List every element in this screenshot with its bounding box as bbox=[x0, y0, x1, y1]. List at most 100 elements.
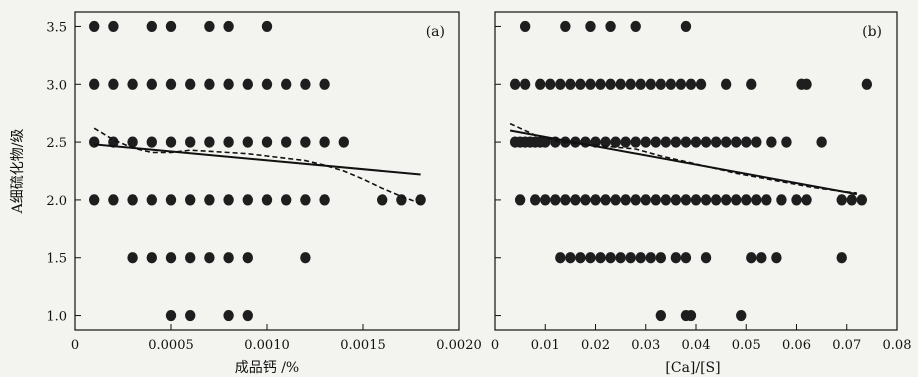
panel-b-point bbox=[665, 78, 677, 90]
panel-b-point bbox=[746, 252, 757, 264]
panel-b-point bbox=[585, 78, 596, 90]
panel-a-point bbox=[319, 78, 330, 90]
panel-a-point bbox=[242, 136, 253, 148]
panel-a-xlabel: 成品钙 /% bbox=[235, 360, 299, 376]
panel-b-point bbox=[670, 194, 682, 206]
panel-b-label: (b) bbox=[862, 24, 882, 40]
panel-b-point bbox=[580, 194, 591, 206]
panel-a-point bbox=[127, 78, 138, 90]
panel-a-point bbox=[89, 194, 100, 206]
panel-b-point bbox=[575, 78, 586, 90]
panel-b-point bbox=[746, 78, 757, 90]
panel-a-point bbox=[165, 194, 177, 206]
panel-a-point bbox=[146, 136, 157, 148]
panel-a-point bbox=[165, 20, 177, 33]
panel-a-label: (a) bbox=[426, 24, 445, 40]
panel-b-point bbox=[791, 194, 802, 206]
panel-b-point bbox=[550, 194, 561, 206]
panel-b-point bbox=[640, 136, 651, 148]
panel-a-point bbox=[108, 78, 119, 90]
panel-b-point bbox=[575, 252, 586, 264]
panel-b-point bbox=[836, 194, 847, 206]
panel-a-point bbox=[89, 78, 100, 90]
panel-a-point bbox=[223, 309, 234, 322]
panel-b-point bbox=[700, 194, 712, 206]
panel-b-point bbox=[600, 136, 611, 148]
panel-a-point bbox=[204, 78, 215, 90]
panel-b-trend-dashed bbox=[509, 122, 857, 194]
panel-a-point bbox=[338, 136, 349, 148]
panel-a-trend-dashed bbox=[93, 127, 421, 205]
panel-a-ylabel: A细硫化物/级 bbox=[10, 129, 26, 215]
panel-a-point bbox=[300, 78, 311, 90]
panel-a-point bbox=[261, 20, 273, 33]
panel-b-point bbox=[585, 20, 596, 33]
panel-b-point bbox=[720, 194, 732, 206]
panel-a-point bbox=[146, 20, 157, 33]
panel-a-point bbox=[185, 309, 196, 322]
panel-b-point bbox=[620, 136, 631, 148]
panel-b-point bbox=[600, 194, 611, 206]
panel-a-point bbox=[146, 252, 157, 264]
panel-b-point bbox=[605, 20, 616, 33]
panel-b-point bbox=[776, 194, 787, 206]
panel-b-point bbox=[514, 194, 526, 206]
panel-b-point bbox=[861, 78, 873, 90]
panel-a-point bbox=[165, 309, 177, 322]
panel-b-xtick-label: 0.07 bbox=[832, 338, 861, 353]
panel-b-point bbox=[856, 194, 868, 206]
panel-b-point bbox=[645, 78, 656, 90]
panel-b-xtick-label: 0.04 bbox=[682, 338, 711, 353]
panel-a-point bbox=[185, 136, 196, 148]
panel-b-point bbox=[595, 252, 606, 264]
panel-b-xtick-label: 0 bbox=[491, 338, 499, 353]
panel-a-trend-solid bbox=[94, 143, 421, 176]
panel-b-point bbox=[690, 136, 702, 148]
panel-b-point bbox=[590, 194, 601, 206]
panel-b-xtick-label: 0.02 bbox=[581, 338, 610, 353]
panel-b-point bbox=[781, 136, 792, 148]
panel-a-point bbox=[204, 252, 215, 264]
panel-b-point bbox=[680, 20, 692, 33]
panel-b-point bbox=[685, 78, 697, 90]
panel-b-point bbox=[610, 194, 621, 206]
panel-b-trend-solid bbox=[509, 129, 857, 196]
panel-b-point bbox=[731, 194, 742, 206]
panel-b-xtick-label: 0.05 bbox=[732, 338, 761, 353]
panel-b-point bbox=[846, 194, 857, 206]
panel-a-point bbox=[223, 252, 234, 264]
panel-b-point bbox=[741, 136, 752, 148]
panel-a-point bbox=[127, 136, 138, 148]
panel-a-point bbox=[165, 252, 177, 264]
panel-a-point bbox=[204, 136, 215, 148]
panel-b-point bbox=[736, 309, 747, 322]
panel-b-point bbox=[615, 78, 626, 90]
panel-b-point bbox=[670, 136, 682, 148]
panel-a-point bbox=[377, 194, 388, 206]
panel-b-point bbox=[610, 136, 621, 148]
panel-b-point bbox=[680, 136, 692, 148]
panel-b-point bbox=[836, 252, 847, 264]
panel-b-point bbox=[545, 78, 556, 90]
panel-a-point bbox=[415, 194, 426, 206]
panel-b-point bbox=[660, 136, 672, 148]
panel-b-point bbox=[731, 136, 742, 148]
panel-a-point bbox=[261, 78, 273, 90]
panel-a-point bbox=[281, 136, 292, 148]
panel-b-point bbox=[675, 78, 687, 90]
panel-b-point bbox=[640, 194, 651, 206]
panel-b-point bbox=[655, 252, 667, 264]
panel-b-xtick-label: 0.03 bbox=[631, 338, 660, 353]
panel-b-point bbox=[655, 309, 667, 322]
panel-a-point bbox=[185, 194, 196, 206]
panel-a-point bbox=[127, 194, 138, 206]
panel-b-point bbox=[751, 136, 762, 148]
panel-a-point bbox=[281, 78, 292, 90]
panel-b-point bbox=[560, 194, 571, 206]
panel-b-point bbox=[771, 252, 782, 264]
panel-b-point bbox=[580, 136, 591, 148]
panel-a-point bbox=[204, 20, 215, 33]
panel-a-xtick-label: 0.0015 bbox=[340, 338, 386, 353]
panel-b-point bbox=[650, 194, 661, 206]
